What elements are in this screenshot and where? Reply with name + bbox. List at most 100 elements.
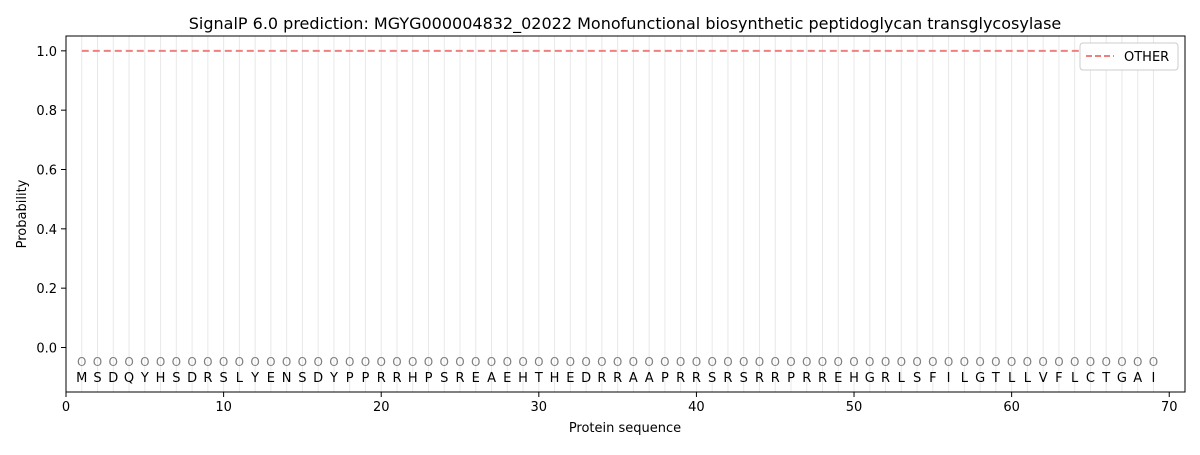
prediction-marker: O [408, 355, 417, 369]
residue-label: H [849, 371, 859, 386]
residue-label: S [740, 371, 748, 386]
prediction-marker: O [109, 355, 118, 369]
legend: OTHER [1079, 42, 1179, 71]
residue-label: R [692, 371, 701, 386]
prediction-marker: O [912, 355, 921, 369]
prediction-marker: O [629, 355, 638, 369]
residue-label: P [787, 371, 795, 386]
residue-label: R [392, 371, 401, 386]
x-axis-ticks: 0 10 20 30 40 50 60 70 [62, 392, 1178, 415]
residue-label: S [219, 371, 227, 386]
residue-label: A [645, 371, 654, 386]
prediction-marker: O [1149, 355, 1158, 369]
prediction-marker: O [802, 355, 811, 369]
prediction-marker: O [755, 355, 764, 369]
residue-label: Y [140, 371, 149, 386]
residue-label: A [1133, 371, 1142, 386]
prediction-marker: O [1070, 355, 1079, 369]
y-tick-label: 0.6 [36, 164, 57, 179]
residue-label: S [172, 371, 180, 386]
x-tick-label: 30 [531, 400, 548, 415]
prediction-marker: O [455, 355, 464, 369]
residue-label: S [93, 371, 101, 386]
residue-label: M [76, 371, 87, 386]
residue-label: Y [329, 371, 338, 386]
residue-label: R [377, 371, 386, 386]
x-tick-label: 70 [1161, 400, 1178, 415]
residue-label: C [1086, 371, 1095, 386]
residue-label: T [1101, 371, 1110, 386]
prediction-marker: O [1038, 355, 1047, 369]
prediction-marker: O [77, 355, 86, 369]
prediction-marker: O [834, 355, 843, 369]
residue-label: T [991, 371, 1000, 386]
residue-label: E [566, 371, 574, 386]
prediction-marker: O [250, 355, 259, 369]
residue-label: I [947, 371, 951, 386]
prediction-marker: O [1054, 355, 1063, 369]
y-tick-label: 0.8 [36, 104, 57, 119]
residue-label: P [661, 371, 669, 386]
prediction-marker: O [392, 355, 401, 369]
residue-label: R [818, 371, 827, 386]
prediction-marker: O [707, 355, 716, 369]
residue-label: R [613, 371, 622, 386]
y-axis-label: Probability [15, 179, 30, 248]
prediction-marker: O [928, 355, 937, 369]
residue-label: P [346, 371, 354, 386]
prediction-marker: O [550, 355, 559, 369]
residue-label: R [771, 371, 780, 386]
residue-label: H [156, 371, 166, 386]
residue-label: E [267, 371, 275, 386]
x-tick-label: 10 [215, 400, 232, 415]
legend-label-other: OTHER [1124, 50, 1169, 65]
prediction-marker: O [597, 355, 606, 369]
residue-label: R [723, 371, 732, 386]
residue-label: P [362, 371, 370, 386]
prediction-marker: O [786, 355, 795, 369]
prediction-marker: O [1101, 355, 1110, 369]
prediction-marker: O [219, 355, 228, 369]
residue-label: R [755, 371, 764, 386]
prediction-marker: O [770, 355, 779, 369]
prediction-marker: O [487, 355, 496, 369]
prediction-marker: O [660, 355, 669, 369]
residue-label: S [913, 371, 921, 386]
x-tick-label: 20 [373, 400, 390, 415]
x-tick-label: 40 [688, 400, 705, 415]
y-tick-label: 0.2 [36, 282, 57, 297]
prediction-marker: O [676, 355, 685, 369]
y-tick-label: 0.4 [36, 223, 57, 238]
prediction-marker: O [1086, 355, 1095, 369]
prediction-marker: O [818, 355, 827, 369]
prediction-marker: O [156, 355, 165, 369]
prediction-marker: O [298, 355, 307, 369]
residue-label: A [487, 371, 496, 386]
x-tick-label: 50 [846, 400, 863, 415]
residue-label: Q [124, 371, 134, 386]
residue-label: L [1008, 371, 1016, 386]
residue-label: E [834, 371, 842, 386]
chart-title: SignalP 6.0 prediction: MGYG000004832_02… [189, 14, 1062, 34]
prediction-marker: O [203, 355, 212, 369]
prediction-marker: O [881, 355, 890, 369]
y-tick-label: 0.0 [36, 342, 57, 357]
residue-label: D [581, 371, 591, 386]
prediction-marker: O [534, 355, 543, 369]
residue-label: A [629, 371, 638, 386]
prediction-marker: O [739, 355, 748, 369]
residue-label: N [282, 371, 292, 386]
prediction-marker: O [1023, 355, 1032, 369]
residue-label: H [518, 371, 528, 386]
y-axis-ticks: 0.0 0.2 0.4 0.6 0.8 1.0 [36, 45, 66, 357]
residue-label: S [440, 371, 448, 386]
prediction-marker: O [991, 355, 1000, 369]
prediction-marker: O [1133, 355, 1142, 369]
residue-label: G [1117, 371, 1127, 386]
prediction-marker: O [424, 355, 433, 369]
x-tick-label: 60 [1003, 400, 1020, 415]
residue-label: I [1152, 371, 1156, 386]
